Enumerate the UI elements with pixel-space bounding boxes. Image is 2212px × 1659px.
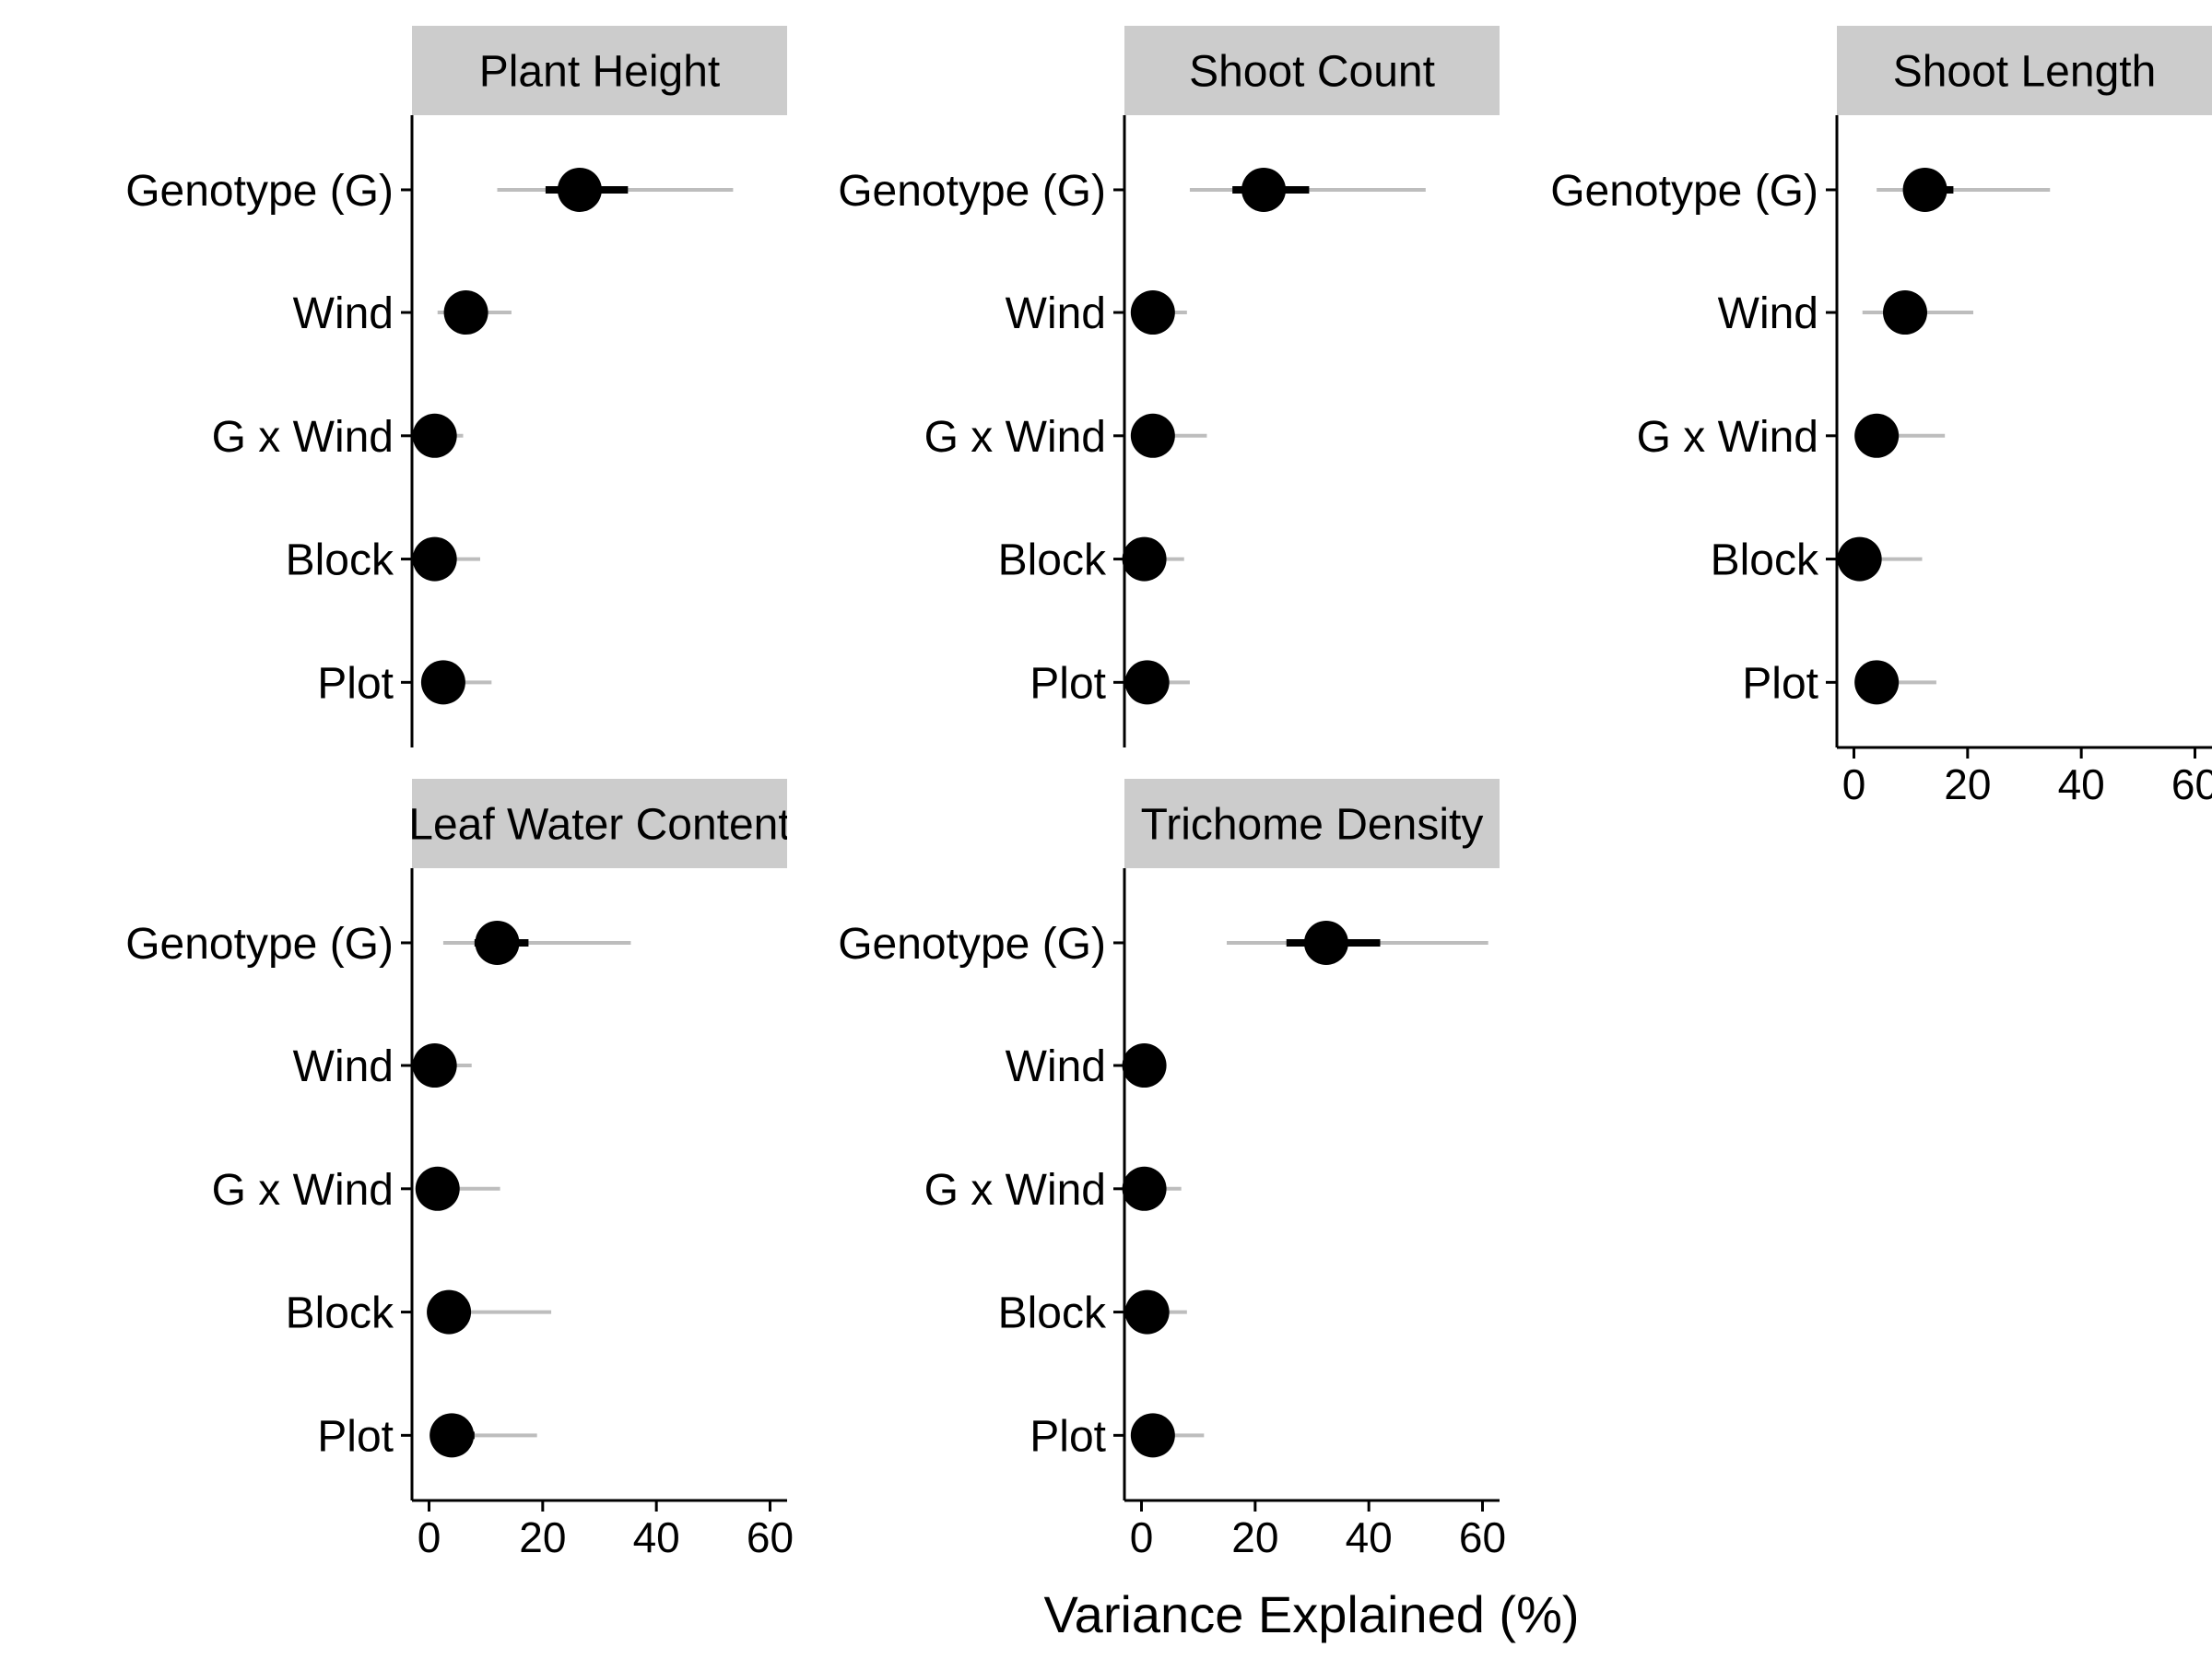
- panel-trichome-density: Trichome Density Genotype (G) Wind G x Wind…: [838, 779, 1506, 1561]
- category-label-g-x-wind: G x Wind: [924, 413, 1106, 462]
- x-tick-label: 20: [1231, 1513, 1278, 1561]
- point-estimate-plot: [1130, 1413, 1175, 1458]
- panel-shoot-length: Shoot Length Genotype (G) Wind G x Wind Bloc…: [1550, 26, 2212, 808]
- category-label-genotype-g: Genotype (G): [838, 920, 1106, 969]
- x-tick-label: 40: [2058, 760, 2105, 808]
- point-estimate-genotype-g: [475, 920, 520, 965]
- point-estimate-g-x-wind: [1854, 413, 1900, 458]
- category-label-block: Block: [1711, 536, 1819, 585]
- category-label-plot: Plot: [1742, 659, 1818, 708]
- panel-title: Trichome Density: [1141, 801, 1484, 850]
- category-label-g-x-wind: G x Wind: [924, 1166, 1106, 1215]
- x-tick-label: 0: [1130, 1513, 1154, 1561]
- category-label-block: Block: [286, 1289, 394, 1338]
- panel-title: Plant Height: [479, 48, 721, 97]
- panel-shoot-count: Shoot Count Genotype (G) Wind G x Wind Block…: [838, 26, 1500, 747]
- panel-title: Shoot Length: [1893, 48, 2157, 97]
- category-label-plot: Plot: [1030, 659, 1106, 708]
- point-estimate-plot: [1124, 660, 1170, 705]
- x-tick-label: 40: [1346, 1513, 1393, 1561]
- point-estimate-plot: [429, 1413, 475, 1458]
- category-label-wind: Wind: [1006, 1042, 1106, 1091]
- panel-strip: [412, 26, 787, 115]
- point-estimate-block: [1124, 1289, 1170, 1335]
- point-estimate-g-x-wind: [412, 413, 457, 458]
- category-label-genotype-g: Genotype (G): [1550, 167, 1818, 216]
- panel-strip: [1124, 779, 1500, 868]
- category-label-genotype-g: Genotype (G): [125, 920, 394, 969]
- category-label-plot: Plot: [317, 659, 394, 708]
- x-tick-label: 60: [747, 1513, 794, 1561]
- point-estimate-genotype-g: [1241, 167, 1287, 212]
- category-label-wind: Wind: [1006, 289, 1106, 338]
- x-tick-label: 60: [1459, 1513, 1506, 1561]
- point-estimate-plot: [1854, 660, 1900, 705]
- panel-title: Leaf Water Content: [408, 801, 790, 850]
- point-estimate-genotype-g: [557, 167, 602, 212]
- category-label-g-x-wind: G x Wind: [212, 1166, 394, 1215]
- category-label-wind: Wind: [1718, 289, 1818, 338]
- category-label-wind: Wind: [293, 289, 394, 338]
- panel-strip: [1837, 26, 2212, 115]
- point-estimate-g-x-wind: [1122, 1166, 1167, 1211]
- category-label-wind: Wind: [293, 1042, 394, 1091]
- x-tick-label: 20: [519, 1513, 566, 1561]
- point-estimate-g-x-wind: [415, 1166, 460, 1211]
- point-estimate-genotype-g: [1303, 920, 1348, 965]
- point-estimate-wind: [1883, 290, 1927, 335]
- panel-leaf-water-content: Leaf Water Content Genotype (G) Wind G x Wi…: [125, 779, 794, 1561]
- x-tick-label: 40: [633, 1513, 680, 1561]
- x-tick-label: 0: [418, 1513, 441, 1561]
- point-estimate-wind: [1122, 1043, 1167, 1088]
- category-label-plot: Plot: [317, 1412, 394, 1461]
- x-axis-title: Variance Explained (%): [1043, 1585, 1579, 1643]
- point-estimate-wind: [1130, 290, 1175, 335]
- panels-layer: Plant Height Genotype (G) Wind G x Wind Bloc…: [125, 26, 2212, 1561]
- x-tick-label: 60: [2171, 760, 2212, 808]
- point-estimate-g-x-wind: [1130, 413, 1175, 458]
- category-label-genotype-g: Genotype (G): [125, 167, 394, 216]
- panel-strip: [1124, 26, 1500, 115]
- x-tick-label: 20: [1944, 760, 1991, 808]
- panel-plant-height: Plant Height Genotype (G) Wind G x Wind Bloc…: [125, 26, 787, 747]
- category-label-genotype-g: Genotype (G): [838, 167, 1106, 216]
- point-estimate-wind: [412, 1043, 457, 1088]
- point-estimate-block: [427, 1289, 472, 1335]
- category-label-g-x-wind: G x Wind: [212, 413, 394, 462]
- category-label-block: Block: [998, 1289, 1107, 1338]
- panel-strip: [412, 779, 787, 868]
- category-label-plot: Plot: [1030, 1412, 1106, 1461]
- category-label-block: Block: [998, 536, 1107, 585]
- point-estimate-block: [1122, 536, 1167, 582]
- category-label-block: Block: [286, 536, 394, 585]
- x-tick-label: 0: [1842, 760, 1866, 808]
- point-estimate-plot: [420, 660, 465, 705]
- category-label-g-x-wind: G x Wind: [1637, 413, 1818, 462]
- point-estimate-block: [1837, 536, 1882, 582]
- point-estimate-wind: [443, 290, 488, 335]
- point-estimate-block: [412, 536, 457, 582]
- point-estimate-genotype-g: [1902, 167, 1947, 212]
- panel-title: Shoot Count: [1189, 48, 1435, 97]
